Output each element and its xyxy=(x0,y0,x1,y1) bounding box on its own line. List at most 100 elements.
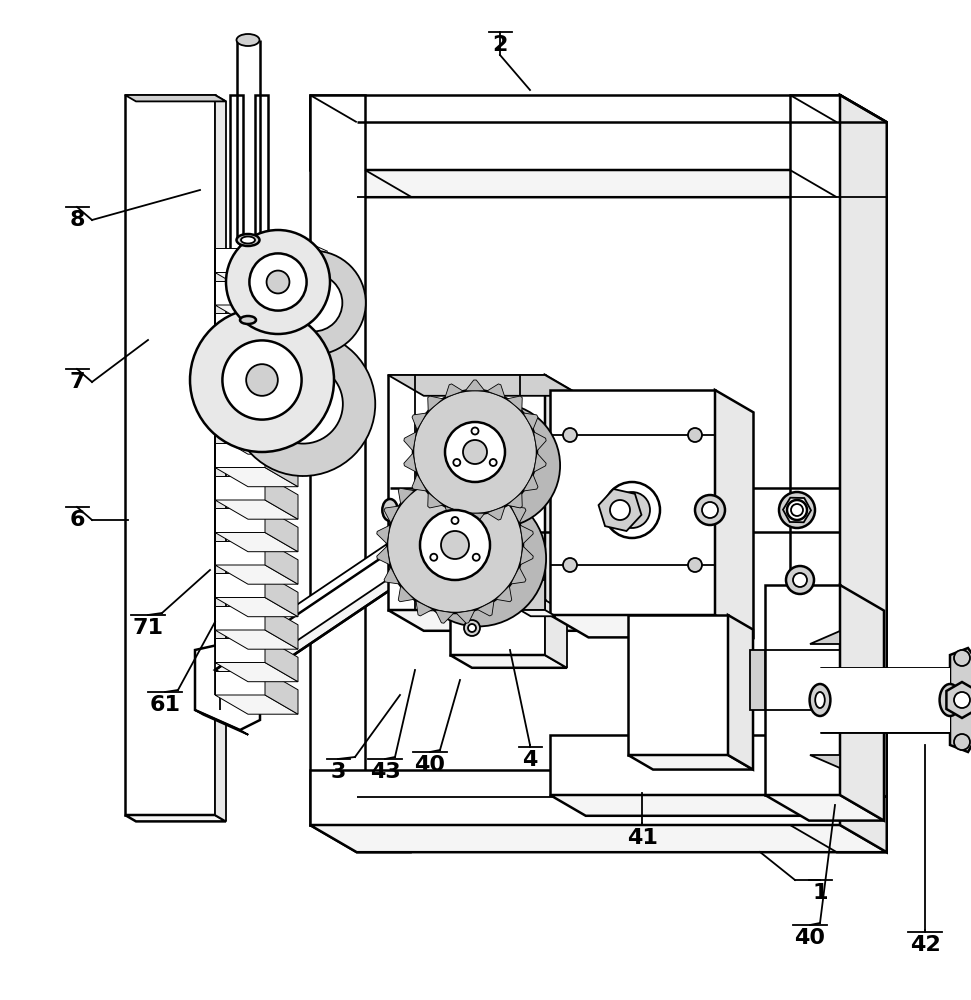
Polygon shape xyxy=(840,735,876,816)
Circle shape xyxy=(443,523,513,593)
Polygon shape xyxy=(790,95,840,825)
Polygon shape xyxy=(215,630,298,649)
Polygon shape xyxy=(215,476,265,500)
Text: 61: 61 xyxy=(150,695,181,715)
Polygon shape xyxy=(215,597,298,617)
Circle shape xyxy=(779,492,815,528)
Polygon shape xyxy=(310,825,887,852)
Polygon shape xyxy=(511,567,526,584)
Polygon shape xyxy=(265,671,298,714)
Polygon shape xyxy=(215,346,265,370)
Text: 40: 40 xyxy=(415,755,446,775)
Polygon shape xyxy=(456,467,475,480)
Polygon shape xyxy=(496,586,512,602)
Circle shape xyxy=(226,230,330,334)
Polygon shape xyxy=(390,488,840,532)
Circle shape xyxy=(464,620,480,636)
Polygon shape xyxy=(416,474,433,489)
Polygon shape xyxy=(215,662,298,682)
Polygon shape xyxy=(377,525,390,544)
Polygon shape xyxy=(486,506,505,520)
Polygon shape xyxy=(520,546,533,565)
Polygon shape xyxy=(215,378,265,402)
Polygon shape xyxy=(265,638,298,682)
Polygon shape xyxy=(265,411,298,454)
Ellipse shape xyxy=(237,234,259,246)
Polygon shape xyxy=(310,825,412,852)
Polygon shape xyxy=(523,474,538,491)
Circle shape xyxy=(702,502,718,518)
Polygon shape xyxy=(715,390,753,637)
Circle shape xyxy=(954,650,970,666)
Circle shape xyxy=(413,390,537,514)
Polygon shape xyxy=(534,432,546,451)
Polygon shape xyxy=(545,600,567,668)
Circle shape xyxy=(262,251,366,355)
Polygon shape xyxy=(450,655,567,668)
Polygon shape xyxy=(534,453,546,472)
Polygon shape xyxy=(377,546,390,565)
Polygon shape xyxy=(840,770,887,852)
Circle shape xyxy=(452,517,458,524)
Circle shape xyxy=(441,531,469,559)
Polygon shape xyxy=(496,488,512,504)
Text: 42: 42 xyxy=(910,935,940,955)
Polygon shape xyxy=(412,413,427,430)
Polygon shape xyxy=(215,435,298,454)
Polygon shape xyxy=(520,610,555,616)
Polygon shape xyxy=(435,467,453,480)
Polygon shape xyxy=(511,506,526,523)
Text: 43: 43 xyxy=(370,762,400,782)
Polygon shape xyxy=(230,410,252,416)
Circle shape xyxy=(954,734,970,750)
Text: 7: 7 xyxy=(69,372,84,392)
Polygon shape xyxy=(477,601,494,616)
Polygon shape xyxy=(215,695,298,714)
Circle shape xyxy=(410,490,546,626)
Polygon shape xyxy=(215,606,265,630)
Polygon shape xyxy=(820,668,950,732)
Polygon shape xyxy=(125,95,215,815)
Polygon shape xyxy=(810,631,840,644)
Polygon shape xyxy=(195,640,260,730)
Circle shape xyxy=(688,558,702,572)
Circle shape xyxy=(473,554,480,561)
Polygon shape xyxy=(215,305,298,324)
Polygon shape xyxy=(215,95,226,821)
Polygon shape xyxy=(215,573,265,597)
Polygon shape xyxy=(388,375,581,396)
Polygon shape xyxy=(628,615,728,755)
Circle shape xyxy=(231,332,375,476)
Polygon shape xyxy=(310,170,887,197)
Polygon shape xyxy=(404,432,417,451)
Circle shape xyxy=(285,274,343,331)
Polygon shape xyxy=(550,735,840,795)
Polygon shape xyxy=(477,474,494,489)
Polygon shape xyxy=(215,402,298,422)
Polygon shape xyxy=(428,396,443,411)
Polygon shape xyxy=(790,825,887,852)
Text: 3: 3 xyxy=(330,762,346,782)
Polygon shape xyxy=(412,474,427,491)
Polygon shape xyxy=(840,585,884,821)
Text: 1: 1 xyxy=(813,883,827,903)
Circle shape xyxy=(791,504,803,516)
Polygon shape xyxy=(507,396,522,411)
Circle shape xyxy=(267,271,289,293)
Polygon shape xyxy=(125,815,226,821)
Polygon shape xyxy=(230,95,243,410)
Polygon shape xyxy=(310,95,840,170)
Polygon shape xyxy=(265,476,298,519)
Polygon shape xyxy=(520,580,545,610)
Polygon shape xyxy=(486,384,505,398)
Circle shape xyxy=(190,308,334,452)
Polygon shape xyxy=(265,606,298,649)
Polygon shape xyxy=(428,493,443,508)
Text: 40: 40 xyxy=(794,928,825,948)
Polygon shape xyxy=(215,541,265,565)
Polygon shape xyxy=(265,281,298,324)
Polygon shape xyxy=(728,615,753,770)
Circle shape xyxy=(472,428,479,434)
Polygon shape xyxy=(265,541,298,584)
Polygon shape xyxy=(265,313,298,357)
